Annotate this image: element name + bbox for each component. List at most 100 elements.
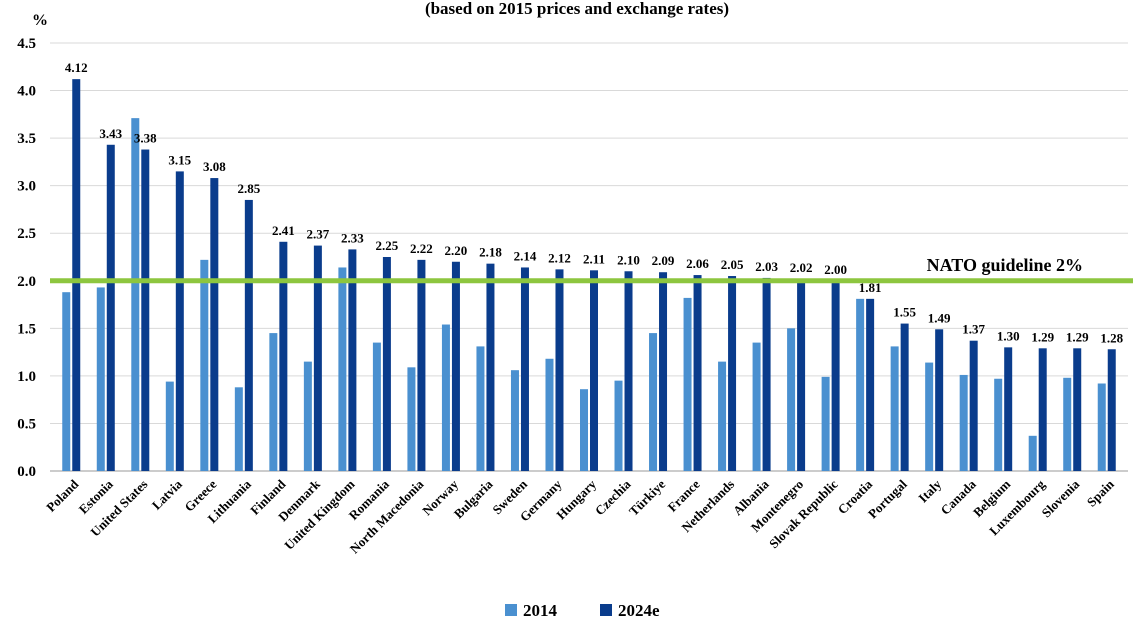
data-label: 1.49 (928, 310, 951, 325)
bar-2024e (1073, 348, 1082, 471)
x-category-label: Bulgaria (451, 476, 496, 521)
bar-2014 (890, 346, 899, 471)
bar-2024e (866, 298, 875, 471)
bar-2014 (1028, 435, 1037, 471)
data-label: 4.12 (65, 60, 88, 75)
legend-swatch-2014 (505, 604, 517, 616)
bar-2014 (787, 328, 796, 471)
bar-2024e (520, 267, 529, 471)
data-label: 2.06 (686, 256, 709, 271)
data-label: 2.41 (272, 223, 295, 238)
x-category-label: Slovenia (1039, 476, 1083, 520)
x-category-label: Latvia (149, 476, 185, 512)
bar-2024e (935, 329, 944, 471)
bar-2014 (269, 333, 278, 471)
data-label: 1.29 (1031, 329, 1054, 344)
bar-2024e (762, 277, 771, 471)
bar-2014 (614, 380, 623, 471)
bar-2014 (441, 324, 450, 471)
bar-2024e (486, 263, 495, 471)
bar-2014 (959, 374, 968, 471)
bar-2024e (72, 79, 81, 472)
data-label: 3.38 (134, 131, 157, 146)
data-label: 2.20 (445, 243, 468, 258)
bar-2024e (451, 261, 460, 471)
bar-2014 (925, 362, 934, 471)
bar-2014 (718, 361, 727, 471)
bar-2014 (1063, 377, 1072, 471)
y-tick-label: 3.0 (17, 179, 36, 195)
bar-2024e (693, 275, 702, 471)
bar-2024e (659, 272, 668, 471)
nato-guideline: NATO guideline 2% (50, 255, 1133, 284)
bar-2024e (244, 199, 253, 471)
data-label: 2.22 (410, 241, 433, 256)
data-label: 1.37 (962, 322, 985, 337)
bar-2014 (545, 358, 554, 471)
data-label: 3.15 (168, 152, 191, 167)
bar-2014 (856, 298, 865, 471)
data-label: 2.05 (721, 257, 744, 272)
bar-2014 (683, 297, 692, 471)
bar-2024e (106, 144, 115, 471)
data-label: 2.10 (617, 252, 640, 267)
y-tick-label: 4.5 (17, 36, 36, 52)
data-label: 3.08 (203, 159, 226, 174)
data-label: 2.03 (755, 259, 778, 274)
data-label: 3.43 (99, 126, 122, 141)
bar-2024e (555, 269, 564, 471)
data-labels: 4.12 3.43 3.38 3.15 3.08 2.85 2.41 2.37 2.33 2.25… (65, 60, 1124, 345)
bar-2024e (831, 280, 840, 471)
y-tick-label: 0.0 (17, 464, 36, 480)
bar-2014 (510, 370, 519, 471)
data-label: 1.29 (1066, 329, 1089, 344)
data-label: 2.14 (514, 248, 537, 263)
bar-2024e (969, 340, 978, 471)
legend: 2014 2024e (505, 601, 660, 620)
bar-2024e (590, 270, 598, 471)
data-label: 2.18 (479, 245, 502, 260)
bar-2024e (1004, 347, 1013, 471)
data-label: 1.28 (1100, 330, 1123, 345)
y-axis-label: % (32, 12, 48, 29)
bar-2024e (210, 178, 219, 471)
data-label: 2.09 (652, 253, 675, 268)
data-label: 2.25 (376, 238, 399, 253)
bar-2024e (1107, 349, 1116, 471)
chart-title: (based on 2015 prices and exchange rates… (425, 0, 729, 18)
data-label: 1.55 (893, 305, 916, 320)
data-label: 2.33 (341, 230, 364, 245)
y-tick-label: 0.5 (17, 416, 36, 432)
bar-2014 (165, 381, 174, 471)
bar-2014 (200, 259, 209, 471)
data-label: 1.81 (859, 280, 882, 295)
bar-2024e (175, 171, 184, 471)
bar-2024e (624, 271, 633, 471)
x-category-label: Spain (1084, 476, 1118, 510)
data-label: 1.30 (997, 328, 1020, 343)
bar-2014 (338, 267, 347, 471)
bar-2024e (313, 245, 322, 471)
bar-2014 (994, 378, 1003, 471)
legend-swatch-2024e (600, 604, 612, 616)
x-category-label: Czechia (592, 476, 634, 518)
legend-label: 2024e (618, 601, 660, 620)
bar-2014 (62, 292, 71, 471)
data-label: 2.11 (583, 251, 605, 266)
bar-2014 (1097, 383, 1106, 471)
bar-2014 (96, 287, 105, 471)
bar-2014 (131, 118, 140, 471)
bar-2014 (580, 389, 588, 471)
bar-2024e (382, 257, 391, 471)
bar-2014 (407, 367, 416, 471)
y-tick-label: 3.5 (17, 131, 36, 147)
legend-label: 2014 (523, 601, 558, 620)
y-tick-label: 1.5 (17, 321, 36, 337)
bar-2014 (372, 342, 381, 471)
data-label: 2.12 (548, 250, 571, 265)
bar-2014 (752, 342, 761, 471)
y-axis-ticks: 0.0 0.5 1.0 1.5 2.0 2.5 3.0 3.5 4.0 4.5 (17, 36, 36, 480)
x-category-label: Portugal (865, 476, 910, 521)
bar-2024e (900, 323, 909, 471)
